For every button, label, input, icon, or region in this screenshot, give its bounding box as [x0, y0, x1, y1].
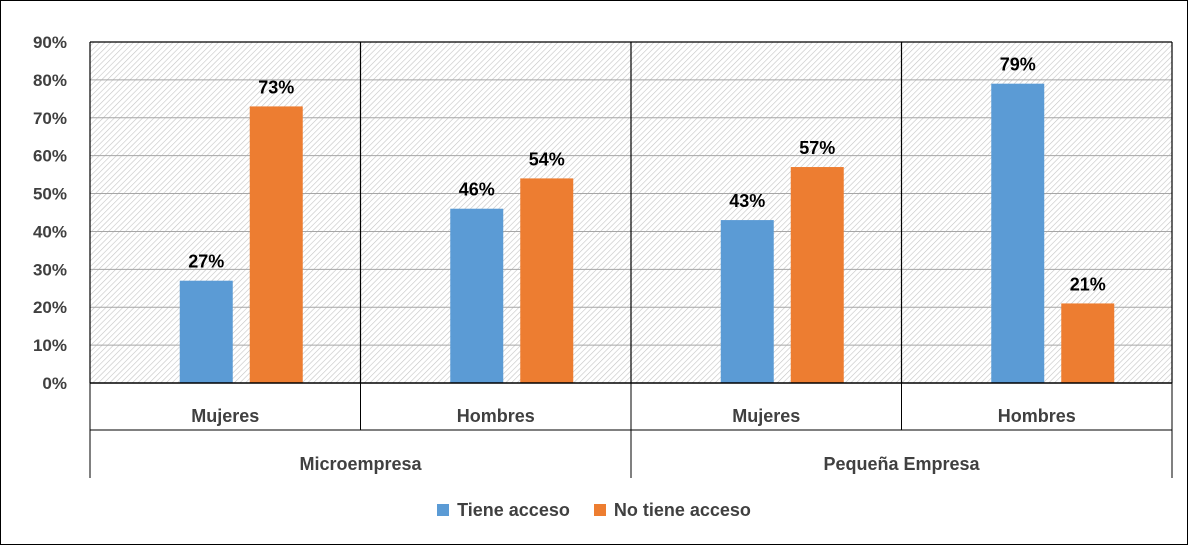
legend: Tiene acceso No tiene acceso [0, 498, 1188, 522]
bar [991, 83, 1045, 383]
data-label: 73% [258, 77, 294, 97]
y-tick-label: 90% [33, 33, 67, 52]
y-axis: 0% 10% 20% 30% 40% 50% 60% 70% 80% 90% [33, 33, 67, 393]
y-tick-label: 20% [33, 298, 67, 317]
data-label: 43% [729, 191, 765, 211]
x-axis: Mujeres Hombres Mujeres Hombres Microempresa… [89, 382, 1173, 478]
y-tick-label: 80% [33, 71, 67, 90]
bar [520, 178, 574, 383]
x-group-label: Microempresa [299, 454, 422, 474]
bar [1061, 303, 1115, 383]
data-label: 54% [529, 149, 565, 169]
legend-item-tiene-acceso: Tiene acceso [437, 500, 570, 521]
data-label: 57% [799, 138, 835, 158]
data-label: 46% [459, 180, 495, 200]
data-label: 27% [188, 252, 224, 272]
x-category-label: Mujeres [191, 406, 259, 426]
y-tick-label: 40% [33, 222, 67, 241]
bar [790, 167, 844, 383]
y-tick-label: 50% [33, 185, 67, 204]
bars [179, 83, 1115, 384]
bar [450, 208, 504, 383]
legend-label: Tiene acceso [457, 499, 570, 520]
data-labels: 27% 46% 43% 79% 73% 54% 57% 21% [188, 55, 1106, 295]
legend-label: No tiene acceso [613, 499, 751, 520]
bar [249, 106, 303, 384]
x-category-label: Hombres [457, 406, 535, 426]
y-tick-label: 70% [33, 109, 67, 128]
bar [179, 280, 233, 383]
x-category-label: Mujeres [732, 406, 800, 426]
y-tick-label: 0% [42, 374, 67, 393]
data-label: 21% [1070, 274, 1106, 294]
data-label: 79% [1000, 55, 1036, 75]
bar [720, 220, 774, 383]
y-tick-label: 30% [33, 260, 67, 279]
y-tick-label: 10% [33, 336, 67, 355]
legend-swatch-tiene-acceso [437, 504, 450, 516]
y-tick-label: 60% [33, 147, 67, 166]
legend-swatch-no-tiene-acceso [593, 504, 606, 516]
x-group-label: Pequeña Empresa [823, 454, 980, 474]
x-category-label: Hombres [998, 406, 1076, 426]
legend-item-no-tiene-acceso: No tiene acceso [593, 499, 751, 521]
